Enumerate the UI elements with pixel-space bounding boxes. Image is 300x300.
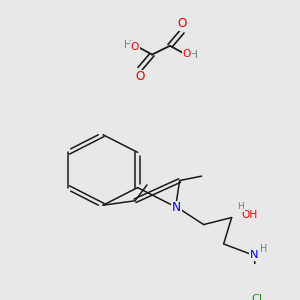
Text: O: O <box>135 70 145 83</box>
Text: O: O <box>131 42 139 52</box>
Text: OH: OH <box>242 210 258 220</box>
Text: N: N <box>249 250 258 260</box>
Text: N: N <box>172 201 181 214</box>
Text: H: H <box>124 40 132 50</box>
Text: H: H <box>237 202 244 211</box>
Text: Cl: Cl <box>251 294 262 300</box>
Text: O: O <box>183 49 191 59</box>
Text: H: H <box>190 50 198 61</box>
Text: H: H <box>260 244 267 254</box>
Text: O: O <box>177 17 187 30</box>
